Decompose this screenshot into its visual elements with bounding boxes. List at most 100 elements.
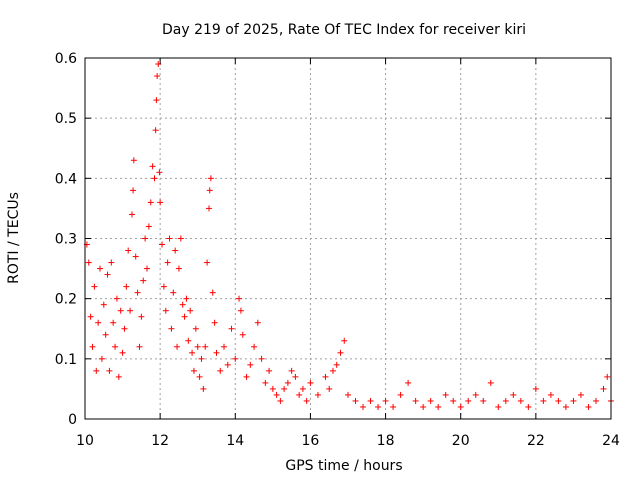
- data-point: [194, 343, 201, 350]
- data-point: [183, 295, 190, 302]
- data-point: [345, 391, 351, 398]
- data-point: [303, 397, 310, 404]
- data-point: [532, 385, 539, 392]
- data-point: [465, 397, 472, 404]
- data-point: [155, 61, 162, 68]
- data-point: [562, 403, 569, 410]
- data-point: [130, 157, 137, 164]
- data-point: [104, 271, 111, 278]
- data-point: [110, 319, 117, 326]
- data-point: [292, 373, 299, 380]
- data-point: [121, 325, 128, 332]
- data-point: [547, 391, 554, 398]
- data-point: [189, 349, 196, 356]
- data-point: [207, 175, 214, 182]
- data-point: [367, 397, 374, 404]
- data-point: [341, 337, 348, 344]
- x-tick-label: 18: [377, 433, 395, 449]
- data-point: [138, 313, 145, 320]
- data-point: [480, 397, 487, 404]
- data-point: [281, 385, 288, 392]
- data-point: [326, 385, 333, 392]
- data-point: [457, 403, 464, 410]
- data-point: [149, 163, 156, 170]
- data-point: [156, 169, 163, 176]
- data-point: [143, 265, 150, 272]
- data-point: [224, 361, 231, 368]
- data-point: [420, 403, 427, 410]
- data-point: [175, 265, 182, 272]
- data-point: [382, 397, 389, 404]
- data-point: [164, 259, 171, 266]
- data-point: [147, 199, 154, 206]
- data-point: [322, 373, 329, 380]
- data-point: [525, 403, 532, 410]
- data-point: [329, 367, 336, 374]
- y-tick-label: 0.5: [55, 111, 77, 127]
- data-point: [181, 313, 188, 320]
- data-point: [93, 367, 100, 374]
- data-point: [112, 343, 119, 350]
- data-point: [192, 325, 199, 332]
- data-point: [442, 391, 449, 398]
- data-point: [390, 403, 397, 410]
- data-point: [221, 343, 228, 350]
- data-point: [435, 403, 442, 410]
- x-tick-label: 14: [226, 433, 244, 449]
- x-tick-label: 10: [76, 433, 94, 449]
- data-point: [202, 343, 209, 350]
- data-point: [159, 241, 166, 248]
- data-point: [510, 391, 517, 398]
- data-point: [288, 367, 295, 374]
- data-point: [100, 301, 107, 308]
- data-point: [196, 373, 203, 380]
- data-point: [117, 307, 124, 314]
- data-point: [592, 397, 599, 404]
- data-point: [119, 349, 126, 356]
- data-point: [243, 373, 250, 380]
- data-point: [160, 283, 167, 290]
- data-point: [296, 391, 303, 398]
- grid: [85, 58, 611, 419]
- data-point: [145, 223, 152, 230]
- data-point: [209, 289, 216, 296]
- y-axis-label: ROTI / TECUs: [6, 192, 22, 284]
- x-tick-labels: 10 12 14 16 18 20 22 24: [76, 433, 620, 449]
- y-tick-label: 0.3: [55, 232, 77, 248]
- chart-title: Day 219 of 2025, Rate Of TEC Index for r…: [162, 22, 526, 38]
- data-point: [236, 295, 243, 302]
- data-point: [113, 295, 120, 302]
- x-tick-label: 12: [151, 433, 169, 449]
- data-point: [333, 361, 340, 368]
- y-tick-label: 0: [68, 412, 77, 428]
- data-point: [128, 211, 135, 218]
- data-point: [166, 235, 173, 242]
- data-point: [237, 307, 244, 314]
- data-point: [140, 277, 147, 284]
- data-point: [570, 397, 577, 404]
- data-point: [251, 343, 258, 350]
- data-point: [555, 397, 562, 404]
- data-point: [162, 307, 169, 314]
- data-point: [153, 97, 160, 104]
- data-point: [130, 187, 137, 194]
- data-point: [102, 331, 109, 338]
- y-tick-label: 0.4: [55, 171, 77, 187]
- axis-ticks: [84, 57, 612, 420]
- data-point: [177, 235, 184, 242]
- data-point: [95, 319, 102, 326]
- data-point: [198, 355, 205, 362]
- data-point: [405, 379, 412, 386]
- data-point: [152, 127, 159, 134]
- data-point: [154, 73, 161, 80]
- data-point: [213, 349, 220, 356]
- data-point: [142, 235, 149, 242]
- data-point: [337, 349, 344, 356]
- data-point: [269, 385, 276, 392]
- data-point: [136, 343, 143, 350]
- data-point: [205, 205, 212, 212]
- data-point: [157, 199, 164, 206]
- data-point: [472, 391, 479, 398]
